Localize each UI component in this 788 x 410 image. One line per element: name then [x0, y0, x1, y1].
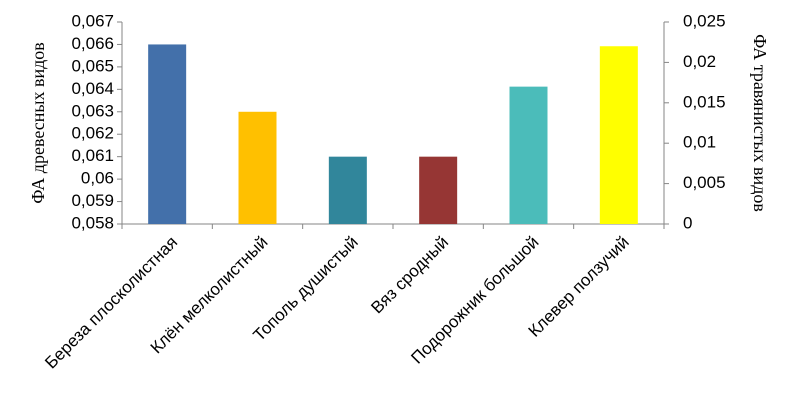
y2-tick-label: 0,015 — [683, 92, 726, 111]
y-tick-label: 0,067 — [71, 11, 114, 30]
y-axis-title: ФА древесных видов — [28, 42, 48, 204]
y2-axis-title: ФА травянистых видов — [750, 34, 770, 212]
y2-tick-label: 0,025 — [683, 11, 726, 30]
y-tick-label: 0,062 — [71, 124, 114, 143]
y-tick-label: 0,066 — [71, 34, 114, 53]
y2-tick-label: 0,005 — [683, 173, 726, 192]
bar — [328, 156, 367, 224]
y-tick-label: 0,061 — [71, 146, 114, 165]
y-tick-label: 0,059 — [71, 191, 114, 210]
y-tick-label: 0,058 — [71, 213, 114, 232]
bar — [419, 156, 458, 224]
bar — [148, 44, 187, 224]
bar — [509, 86, 548, 224]
y2-tick-label: 0 — [683, 213, 692, 232]
y2-tick-label: 0,01 — [683, 133, 716, 152]
x-tick-label: Клевер ползучий — [525, 233, 633, 341]
y-tick-label: 0,063 — [71, 101, 114, 120]
bar — [238, 111, 277, 224]
bar — [599, 46, 638, 224]
y-tick-label: 0,064 — [71, 79, 114, 98]
x-tick-label: Вяз сродный — [367, 233, 452, 318]
y-tick-label: 0,06 — [81, 169, 114, 188]
y-tick-label: 0,065 — [71, 56, 114, 75]
y2-tick-label: 0,02 — [683, 52, 716, 71]
